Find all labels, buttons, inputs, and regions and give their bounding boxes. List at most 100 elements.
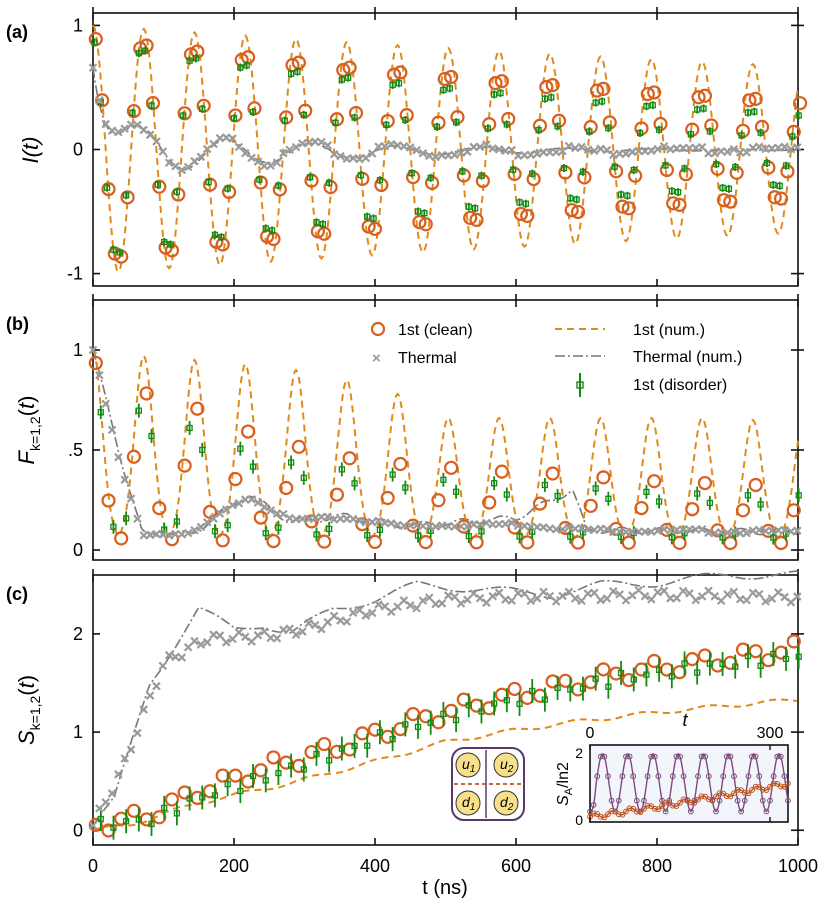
thermal-point (120, 124, 130, 134)
thermal-point (494, 519, 504, 529)
thermal-point (418, 149, 428, 158)
disorder-marker (478, 528, 485, 535)
clean-point (183, 47, 199, 62)
inset-lower-point (720, 790, 727, 797)
thermal-point (564, 523, 574, 532)
disorder-marker (789, 133, 796, 140)
clean-point (723, 655, 738, 671)
inset-upper-point (713, 808, 719, 815)
disorder-point (389, 80, 396, 89)
clean-point (666, 196, 681, 211)
inset-upper-point (745, 773, 752, 780)
disorder-marker (313, 750, 320, 758)
disorder-point (776, 181, 783, 190)
disorder-marker (338, 745, 346, 752)
inset-upper-point (759, 797, 766, 804)
disorder-marker (395, 80, 403, 87)
clean-point (88, 355, 103, 371)
thermal-point (380, 602, 390, 611)
disorder-marker (262, 777, 269, 784)
disorder-point (173, 514, 181, 529)
thermal-point (190, 636, 199, 646)
thermal-point (114, 127, 123, 137)
inset-upper-point (619, 773, 626, 780)
clean-point (748, 644, 763, 659)
svg-text:Sk=1,2(t): Sk=1,2(t) (14, 675, 43, 745)
inset-upper-point (623, 753, 629, 760)
clean-point (653, 116, 668, 132)
disorder-marker (427, 719, 434, 726)
disorder-marker (351, 480, 358, 487)
disorder-point (262, 526, 269, 541)
disorder-point (243, 61, 250, 70)
thermal-point (659, 586, 669, 596)
clean-point (317, 226, 332, 241)
disorder-marker (706, 499, 714, 507)
disorder-point (370, 214, 377, 223)
thermal-point (640, 591, 650, 601)
disorder-marker (224, 522, 231, 529)
thermal-point (386, 518, 396, 528)
disorder-point (122, 191, 130, 200)
disorder-marker (617, 669, 625, 677)
clean-point (710, 658, 725, 673)
disorder-point (478, 171, 485, 180)
inset-upper-point (605, 773, 611, 780)
clean-point (647, 653, 662, 669)
disorder-point (681, 164, 688, 173)
thermal-point (348, 153, 358, 163)
thermal-point (367, 517, 377, 527)
clean-point (126, 103, 141, 119)
disorder-point (262, 768, 269, 793)
thermal-point (773, 588, 783, 597)
legend-disorder: 1st (disorder) (576, 373, 727, 397)
disorder-point (211, 230, 219, 239)
thermal-point (145, 130, 155, 140)
thermal-point (425, 151, 434, 161)
label-d2: d2 (500, 794, 514, 813)
panel-b-ylabel: Fk=1,2(t) (14, 396, 43, 465)
thermal-point (634, 585, 643, 595)
disorder-marker (294, 68, 301, 75)
clean-point (412, 215, 427, 230)
inset-upper-point (669, 773, 676, 780)
thermal-point (279, 625, 288, 635)
thermal-point (678, 525, 688, 534)
inset-lower-point (781, 783, 788, 790)
disorder-marker (516, 533, 523, 540)
inset-lower-point (716, 790, 723, 797)
disorder-marker (592, 485, 599, 492)
disorder-marker (357, 171, 365, 179)
disorder-point (389, 467, 396, 482)
clean-point (444, 69, 459, 85)
thermal-point (386, 139, 396, 149)
thermal-point (723, 590, 732, 599)
clean-point (456, 168, 471, 183)
thermal-point (253, 498, 263, 507)
thermal-point (754, 589, 764, 599)
clean-point (780, 164, 795, 179)
clean-point (659, 522, 674, 538)
svg-text:Thermal (num.): Thermal (num.) (633, 349, 742, 366)
clean-point (685, 502, 700, 517)
y-tick-label: 0 (73, 540, 83, 560)
thermal-point (323, 617, 333, 627)
disorder-marker (332, 119, 339, 127)
thermal-point (266, 161, 275, 170)
clean-point (317, 534, 332, 549)
series-disorder (97, 641, 802, 840)
disorder-point (199, 442, 206, 457)
disorder-marker (287, 762, 295, 769)
disorder-marker (795, 112, 802, 119)
panel-c-frame (92, 574, 799, 846)
disorder-point (357, 171, 365, 180)
thermal-point (120, 754, 130, 763)
thermal-point (653, 144, 662, 154)
thermal-point (723, 528, 732, 538)
disorder-marker (161, 238, 168, 246)
clean-point (101, 493, 116, 508)
disorder-point (452, 708, 460, 733)
disorder-point (694, 105, 701, 114)
thermal-point (196, 152, 206, 162)
clean-point (405, 518, 421, 533)
